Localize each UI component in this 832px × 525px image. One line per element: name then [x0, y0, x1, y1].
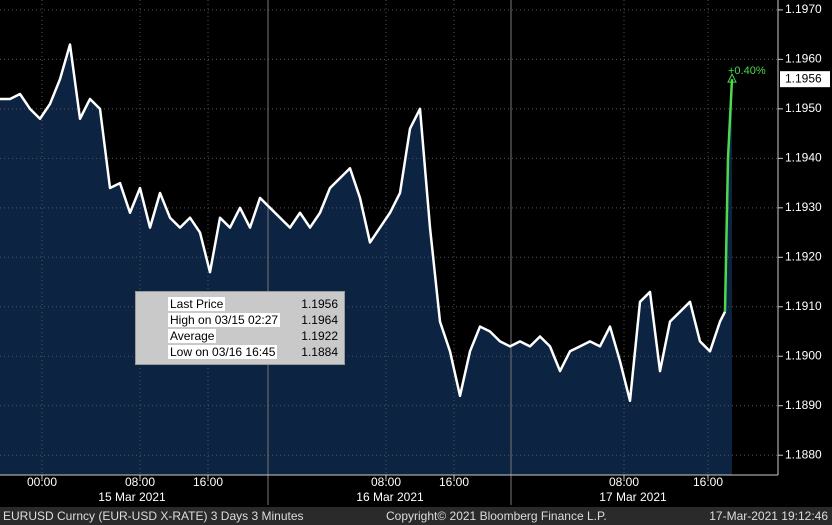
x-tick-label: 16:00: [439, 475, 469, 489]
legend-row: Low on 03/16 16:45 1.1884: [136, 344, 344, 360]
legend-label: High on 03/15 02:27: [168, 313, 281, 327]
last-price-label: 1.1956: [785, 71, 822, 85]
x-tick-label: 08:00: [609, 475, 639, 489]
y-tick-label: 1.1940: [785, 151, 822, 165]
last-marker: [727, 73, 737, 83]
line: [0, 43, 727, 403]
legend-row: Last Price 1.1956: [136, 296, 344, 312]
y-tick-label: 1.1950: [785, 101, 822, 115]
line: [723, 79, 734, 312]
y-tick-label: 1.1960: [785, 52, 822, 66]
y-tick-label: 1.1910: [785, 299, 822, 313]
day-label: 17 Mar 2021: [599, 490, 667, 504]
y-tick-label: 1.1880: [785, 447, 822, 461]
y-tick-label: 1.1900: [785, 348, 822, 362]
legend-label: Average: [168, 329, 217, 343]
x-tick-label: 08:00: [125, 475, 155, 489]
area: [0, 44, 725, 475]
footer-right: 17-Mar-2021 19:12:46: [709, 509, 828, 523]
last-price-box: [780, 71, 830, 88]
x-tick-label: 16:00: [693, 475, 723, 489]
area: [725, 79, 732, 476]
x-tick-label: 00:00: [27, 475, 57, 489]
chart: 1.1880 1.1890 1.1900 1.1910 1.1920 1.1930 1.19…: [0, 0, 830, 505]
legend-row: Average 1.1922: [136, 328, 344, 344]
y-tick-label: 1.1930: [785, 200, 822, 214]
footer: EURUSD Curncy (EUR-USD X-RATE) 3 Days 3 …: [0, 507, 832, 525]
x-tick-label: 08:00: [371, 475, 401, 489]
change-annotation: +0.40%: [728, 65, 766, 77]
legend-value: 1.1964: [301, 313, 338, 327]
legend-value: 1.1922: [301, 329, 338, 343]
y-tick-label: 1.1920: [785, 249, 822, 263]
footer-left: EURUSD Curncy (EUR-USD X-RATE) 3 Days 3 …: [3, 509, 304, 523]
day-label: 15 Mar 2021: [98, 490, 166, 504]
legend-label: Last Price: [168, 297, 226, 311]
y-tick-label: 1.1890: [785, 398, 822, 412]
legend-value: 1.1884: [301, 345, 338, 359]
day-label: 16 Mar 2021: [356, 490, 424, 504]
y-tick-label: 1.1970: [785, 2, 822, 16]
footer-center: Copyright© 2021 Bloomberg Finance L.P.: [386, 509, 607, 523]
legend-row: High on 03/15 02:27 1.1964: [136, 312, 344, 328]
legend-value: 1.1956: [301, 297, 338, 311]
legend: Last Price 1.1956 High on 03/15 02:27 1.196…: [135, 291, 345, 365]
legend-label: Low on 03/16 16:45: [168, 345, 278, 359]
x-tick-label: 16:00: [193, 475, 223, 489]
